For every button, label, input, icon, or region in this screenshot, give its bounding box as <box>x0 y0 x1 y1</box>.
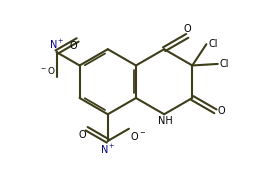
Text: O: O <box>78 130 86 140</box>
Text: O: O <box>69 41 77 51</box>
Text: N$^+$: N$^+$ <box>100 143 116 156</box>
Text: O$^-$: O$^-$ <box>130 130 146 142</box>
Text: Cl: Cl <box>220 59 229 69</box>
Text: $^-$O: $^-$O <box>39 64 56 75</box>
Text: O: O <box>217 106 225 116</box>
Text: NH: NH <box>158 116 172 126</box>
Text: O: O <box>183 24 191 34</box>
Text: Cl: Cl <box>208 39 218 49</box>
Text: N$^+$: N$^+$ <box>49 38 64 51</box>
